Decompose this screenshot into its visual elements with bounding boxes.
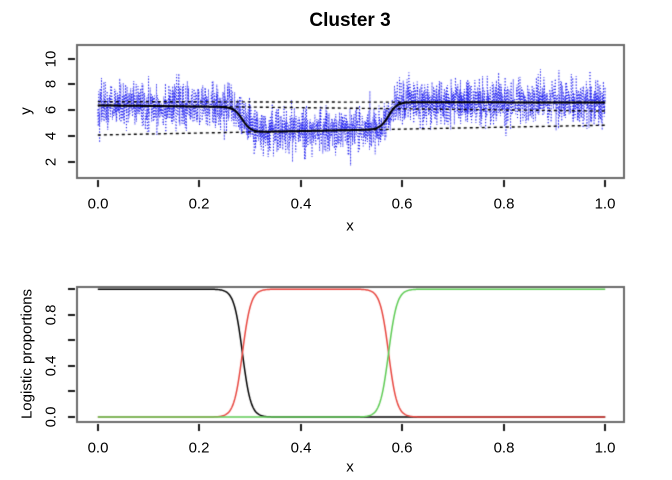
y-tick-label: 2 bbox=[42, 157, 60, 167]
x-tick-label: 0.0 bbox=[87, 195, 109, 213]
x-tick-label: 1.0 bbox=[594, 195, 616, 213]
y-tick-label: 4 bbox=[42, 131, 60, 141]
y-tick-label: 0.8 bbox=[42, 304, 60, 326]
bottom-yaxis-label: Logistic proportions bbox=[18, 288, 36, 420]
x-tick-label: 0.4 bbox=[290, 439, 312, 457]
top-xaxis-label: x bbox=[346, 217, 354, 235]
x-tick-label: 0.2 bbox=[188, 439, 210, 457]
y-tick-label: 6 bbox=[42, 105, 60, 115]
chart-title: Cluster 3 bbox=[309, 10, 391, 31]
x-tick-label: 0.2 bbox=[188, 195, 210, 213]
x-tick-label: 0.6 bbox=[391, 195, 413, 213]
y-tick-label: 0.0 bbox=[42, 406, 60, 428]
x-tick-label: 1.0 bbox=[594, 439, 616, 457]
x-tick-label: 0.8 bbox=[493, 439, 515, 457]
x-tick-label: 0.4 bbox=[290, 195, 312, 213]
top-yaxis-label: y bbox=[17, 107, 35, 115]
bottom-xaxis-label: x bbox=[346, 458, 354, 476]
y-tick-label: 0.4 bbox=[42, 355, 60, 377]
y-tick-label: 10 bbox=[42, 50, 60, 68]
x-tick-label: 0.0 bbox=[87, 439, 109, 457]
y-tick-label: 8 bbox=[42, 79, 60, 89]
x-tick-label: 0.6 bbox=[391, 439, 413, 457]
x-tick-label: 0.8 bbox=[493, 195, 515, 213]
